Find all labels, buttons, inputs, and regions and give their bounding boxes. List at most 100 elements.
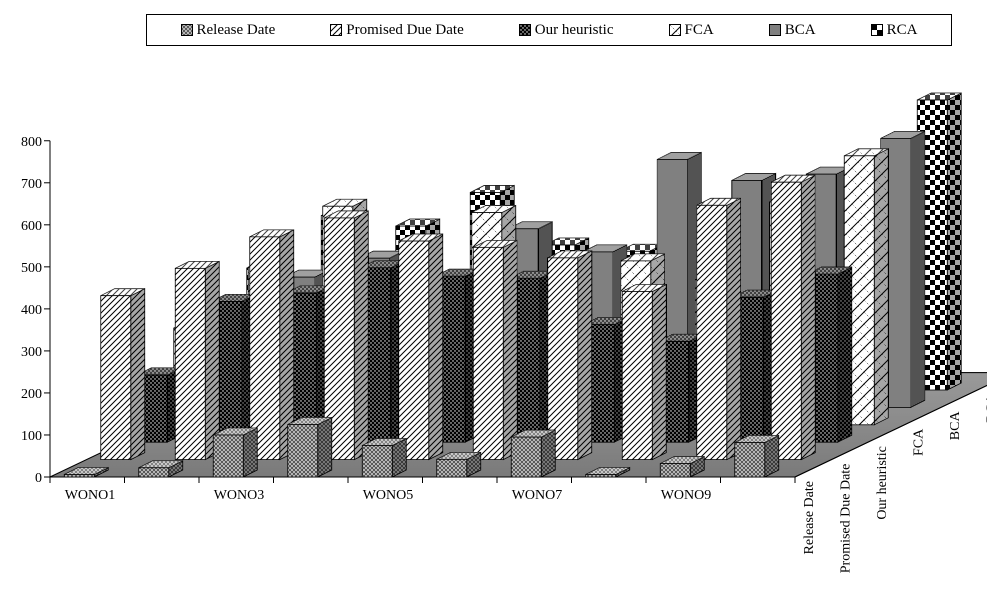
- bar-side-shade: [317, 417, 332, 477]
- bar-top-shade: [660, 456, 705, 464]
- bar-release-date-wono8: [585, 466, 631, 478]
- bar-release-date-wono4: [287, 416, 333, 478]
- legend-label: FCA: [684, 21, 714, 38]
- bar-top-shade: [511, 430, 556, 438]
- bar-side-shade: [392, 438, 407, 477]
- floor-right-edge: [794, 384, 987, 478]
- bar-top-shade: [509, 271, 554, 279]
- bar-front: [734, 442, 766, 478]
- y-axis: 0 100 200 300 400 500 600 700 800: [21, 135, 51, 486]
- bar-side-shade: [243, 427, 258, 477]
- bar-promised-due-date-wono2: [174, 260, 220, 461]
- bar-top-shade: [582, 244, 627, 252]
- bar-front: [212, 434, 244, 478]
- bar-side-shade: [577, 250, 592, 460]
- bar-top-shade: [100, 288, 145, 296]
- bar-promised-due-date-wono5: [398, 233, 444, 461]
- legend-item-release-date: Release Date: [180, 22, 275, 39]
- bar-top-shade: [734, 435, 779, 443]
- bar-front: [63, 474, 95, 478]
- bar-top-shade: [284, 270, 329, 278]
- bar-release-date-wono5: [361, 437, 407, 478]
- y-tick-label: 400: [21, 303, 42, 318]
- bars-group: [63, 92, 962, 478]
- bar-front: [770, 181, 802, 461]
- bar-release-date-wono10: [734, 434, 780, 478]
- bar-promised-due-date-wono7: [547, 250, 593, 461]
- bar-top-shade: [362, 438, 407, 446]
- legend-swatch-our-heuristic: [518, 24, 531, 36]
- bar-front: [361, 445, 393, 478]
- bar-front: [249, 236, 281, 461]
- bar-side-shade: [168, 460, 183, 477]
- bar-top-shade: [880, 131, 925, 139]
- bar-release-date-wono2: [138, 460, 184, 478]
- x-axis: WONO1 WONO3 WONO5 WONO7 WONO9: [49, 477, 796, 503]
- bar-top-shade: [473, 240, 518, 248]
- bar-side-shade: [615, 467, 630, 477]
- bar-front: [547, 257, 579, 460]
- depth-label: Promised Due Date: [839, 464, 854, 574]
- bar-top-shade: [249, 229, 294, 237]
- legend-item-rca: RCA: [870, 21, 918, 39]
- bar-top-shade: [547, 250, 592, 258]
- bar-side-shade: [652, 284, 667, 460]
- x-tick-label: WONO3: [214, 488, 265, 503]
- bar-side-shade: [94, 467, 109, 477]
- bar-side-shade: [428, 234, 443, 460]
- bar-release-date-wono3: [212, 427, 258, 478]
- bar-release-date-wono7: [510, 429, 556, 478]
- bar-top-shade: [619, 244, 664, 252]
- bar-fca-wono10: [843, 148, 889, 426]
- bar-promised-due-date-wono9: [696, 197, 742, 461]
- legend-swatch-bca: [768, 24, 781, 36]
- y-tick-label: 100: [21, 429, 42, 444]
- bar-front: [696, 204, 728, 460]
- legend-swatch-rca: [870, 24, 883, 36]
- x-tick-label: WONO5: [363, 488, 414, 503]
- legend-label: Promised Due Date: [346, 21, 464, 38]
- bar-top-shade: [584, 317, 629, 325]
- bar-promised-due-date-wono6: [472, 239, 518, 461]
- bar-front: [174, 267, 206, 460]
- bar-top-shade: [585, 467, 630, 475]
- bar-top-shade: [544, 237, 589, 245]
- bar-top-shade: [322, 199, 367, 207]
- bar-side-shade: [354, 210, 369, 460]
- y-tick-label: 700: [21, 177, 42, 192]
- bar-promised-due-date-wono8: [621, 283, 667, 461]
- bar-top-shade: [213, 427, 258, 435]
- bar-top-shade: [436, 452, 481, 460]
- bar-side-shade: [205, 261, 220, 460]
- y-tick-label: 300: [21, 345, 42, 360]
- bar-top-shade: [287, 417, 332, 425]
- legend-label: RCA: [886, 21, 918, 38]
- bar-side-shade: [726, 198, 741, 460]
- y-tick-label: 0: [35, 471, 42, 486]
- bar-top-shade: [360, 260, 405, 268]
- bar-top-shade: [471, 205, 516, 213]
- legend-item-promised-due-date: Promised Due Date: [330, 21, 464, 39]
- bar-side-shade: [130, 288, 145, 460]
- bar-top-shade: [138, 460, 183, 468]
- bar-top-shade: [620, 253, 665, 261]
- y-tick-label: 200: [21, 387, 42, 402]
- bar-top-shade: [398, 234, 443, 242]
- bar-side-shade: [874, 148, 889, 425]
- depth-label: Our heuristic: [875, 446, 890, 519]
- bar-top-shade: [286, 285, 331, 293]
- bar-top-shade: [622, 284, 667, 292]
- legend-label: Our heuristic: [534, 21, 614, 38]
- bar-front: [100, 295, 132, 461]
- bar-rca-wono10: [916, 92, 962, 391]
- bar-front: [436, 458, 468, 478]
- bar-side-shade: [801, 175, 816, 460]
- bar-side-shade: [690, 456, 705, 477]
- bar-front: [472, 246, 504, 460]
- bar-top-shade: [733, 290, 778, 298]
- bar-side-shade: [910, 131, 925, 408]
- y-tick-label: 800: [21, 135, 42, 150]
- bar-side-shade: [947, 92, 962, 391]
- legend-item-our-heuristic: Our heuristic: [518, 21, 614, 39]
